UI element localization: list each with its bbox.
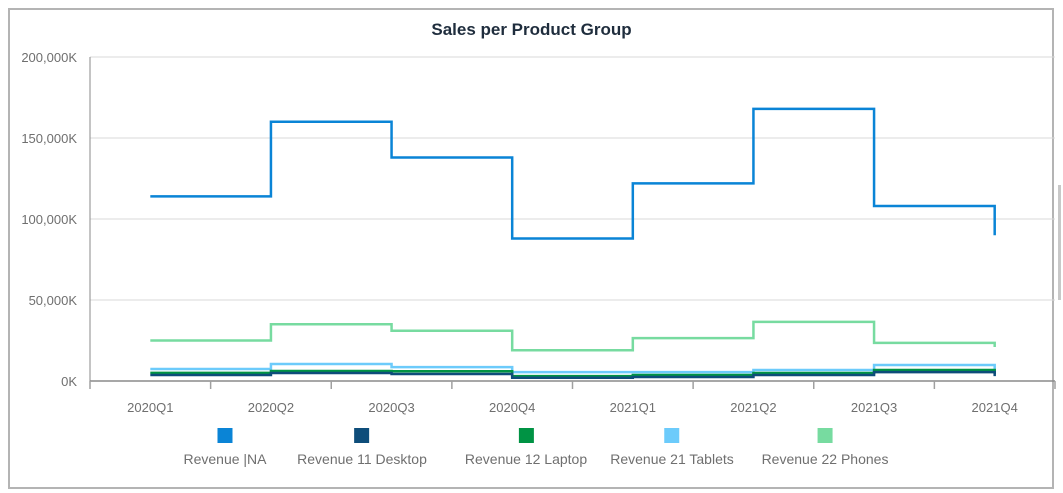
series-line-revenue-22-phones [150, 320, 996, 352]
chart-title: Sales per Product Group [431, 20, 632, 39]
series-line-revenue-11-desktop [150, 370, 996, 380]
y-tick-label: 50,000K [29, 293, 78, 308]
chart-frame [8, 8, 1054, 489]
legend-item[interactable]: Revenue 22 Phones [761, 428, 889, 467]
legend-item[interactable]: Revenue 21 Tablets [610, 428, 734, 467]
series-line-revenue-na [150, 107, 996, 240]
x-tick-label: 2020Q2 [248, 400, 294, 415]
legend-label: Revenue 21 Tablets [610, 451, 734, 467]
legend-swatch [217, 428, 233, 443]
legend-label: Revenue 12 Laptop [464, 451, 588, 467]
y-tick-label: 100,000K [21, 212, 77, 227]
legend-swatch [817, 428, 833, 443]
x-tick-label: 2021Q2 [730, 400, 776, 415]
legend-label: Revenue 11 Desktop [297, 451, 427, 467]
legend-label: Revenue 22 Phones [761, 451, 889, 467]
y-tick-label: 200,000K [21, 50, 77, 65]
legend-swatch [354, 428, 370, 443]
legend-item[interactable]: Revenue 12 Laptop [465, 428, 587, 467]
legend-label: Revenue |NA [183, 451, 267, 467]
x-tick-label: 2021Q1 [610, 400, 656, 415]
x-tick-label: 2020Q4 [489, 400, 535, 415]
legend-item[interactable]: Revenue |NA [183, 428, 267, 467]
legend-item[interactable]: Revenue 11 Desktop [297, 428, 427, 467]
y-tick-label: 0K [61, 374, 77, 389]
y-tick-label: 150,000K [21, 131, 77, 146]
x-tick-label: 2021Q3 [851, 400, 897, 415]
x-tick-label: 2021Q4 [972, 400, 1018, 415]
scrollbar[interactable] [1058, 185, 1061, 300]
series-line-revenue-21-tablets [150, 362, 996, 374]
legend-swatch [518, 428, 534, 443]
x-tick-label: 2020Q1 [127, 400, 173, 415]
x-tick-label: 2020Q3 [368, 400, 414, 415]
legend-swatch [664, 428, 680, 443]
